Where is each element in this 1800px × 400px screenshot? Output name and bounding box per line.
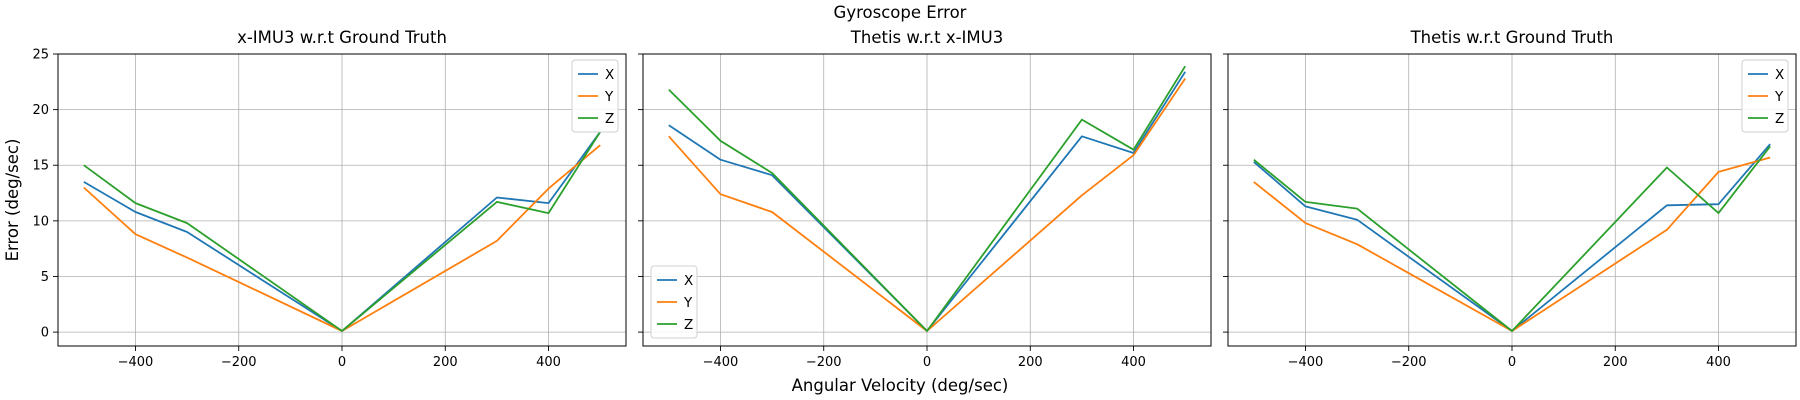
legend: XYZ: [650, 265, 698, 339]
x-tick-label: 200: [1603, 355, 1628, 370]
axes-frame: [1227, 53, 1797, 347]
legend-label-z: Z: [605, 111, 614, 127]
axes-frame: [642, 53, 1212, 347]
subplot-title: Thetis w.r.t x-IMU3: [850, 28, 1003, 47]
x-tick-label: 0: [923, 355, 931, 370]
legend: XYZ: [1741, 59, 1789, 133]
subplot-title: Thetis w.r.t Ground Truth: [1410, 28, 1614, 47]
legend-label-z: Z: [1775, 111, 1784, 127]
x-tick-label: 400: [1121, 355, 1146, 370]
y-tick-label: 25: [32, 48, 49, 63]
legend-label-y: Y: [1774, 89, 1784, 105]
subplot-3: −400 −200 0 200 400 Thetis w.r.t Ground Truth…: [1223, 28, 1797, 370]
legend-label-y: Y: [604, 89, 614, 105]
series-line-z: [668, 65, 1186, 332]
legend-label-z: Z: [684, 317, 693, 333]
y-tick-label: 5: [41, 270, 49, 285]
x-tick-label: 200: [433, 355, 458, 370]
x-tick-label: 400: [1706, 355, 1731, 370]
series-line-z: [83, 131, 601, 332]
x-tick-label: 200: [1018, 355, 1043, 370]
subplot-title: x-IMU3 w.r.t Ground Truth: [237, 28, 447, 47]
legend-label-x: X: [1775, 67, 1784, 83]
figure-x-axis-label: Angular Velocity (deg/sec): [792, 376, 1009, 395]
legend-label-x: X: [684, 273, 693, 289]
axes-frame: [57, 53, 627, 347]
y-tick-label: 10: [32, 214, 49, 229]
x-tick-label: 0: [338, 355, 346, 370]
x-tick-label: −400: [703, 355, 739, 370]
x-tick-label: −400: [1288, 355, 1324, 370]
x-tick-label: −200: [806, 355, 842, 370]
x-tick-label: 0: [1508, 355, 1516, 370]
y-tick-label: 20: [32, 103, 49, 118]
figure-y-axis-label: Error (deg/sec): [3, 139, 22, 262]
y-tick-label: 15: [32, 159, 49, 174]
series-line-z: [1253, 145, 1771, 332]
x-tick-label: −400: [118, 355, 154, 370]
subplot-2: −400 −200 0 200 400 Thetis w.r.t x-IMU3 XYZ: [638, 28, 1212, 370]
legend-label-x: X: [605, 67, 614, 83]
x-tick-label: −200: [1391, 355, 1427, 370]
subplot-1: −400 −200 0 200 400 0 5 10 15 20 25 x-IMU3 w.r.t Gr…: [32, 28, 627, 370]
legend: XYZ: [571, 59, 619, 133]
figure-suptitle: Gyroscope Error: [834, 3, 967, 22]
x-tick-label: −200: [221, 355, 257, 370]
legend-label-y: Y: [683, 295, 693, 311]
subplots-group: −400 −200 0 200 400 0 5 10 15 20 25 x-IMU3 w.r.t Gr…: [32, 28, 1797, 370]
x-tick-label: 400: [536, 355, 561, 370]
y-tick-label: 0: [41, 326, 49, 341]
